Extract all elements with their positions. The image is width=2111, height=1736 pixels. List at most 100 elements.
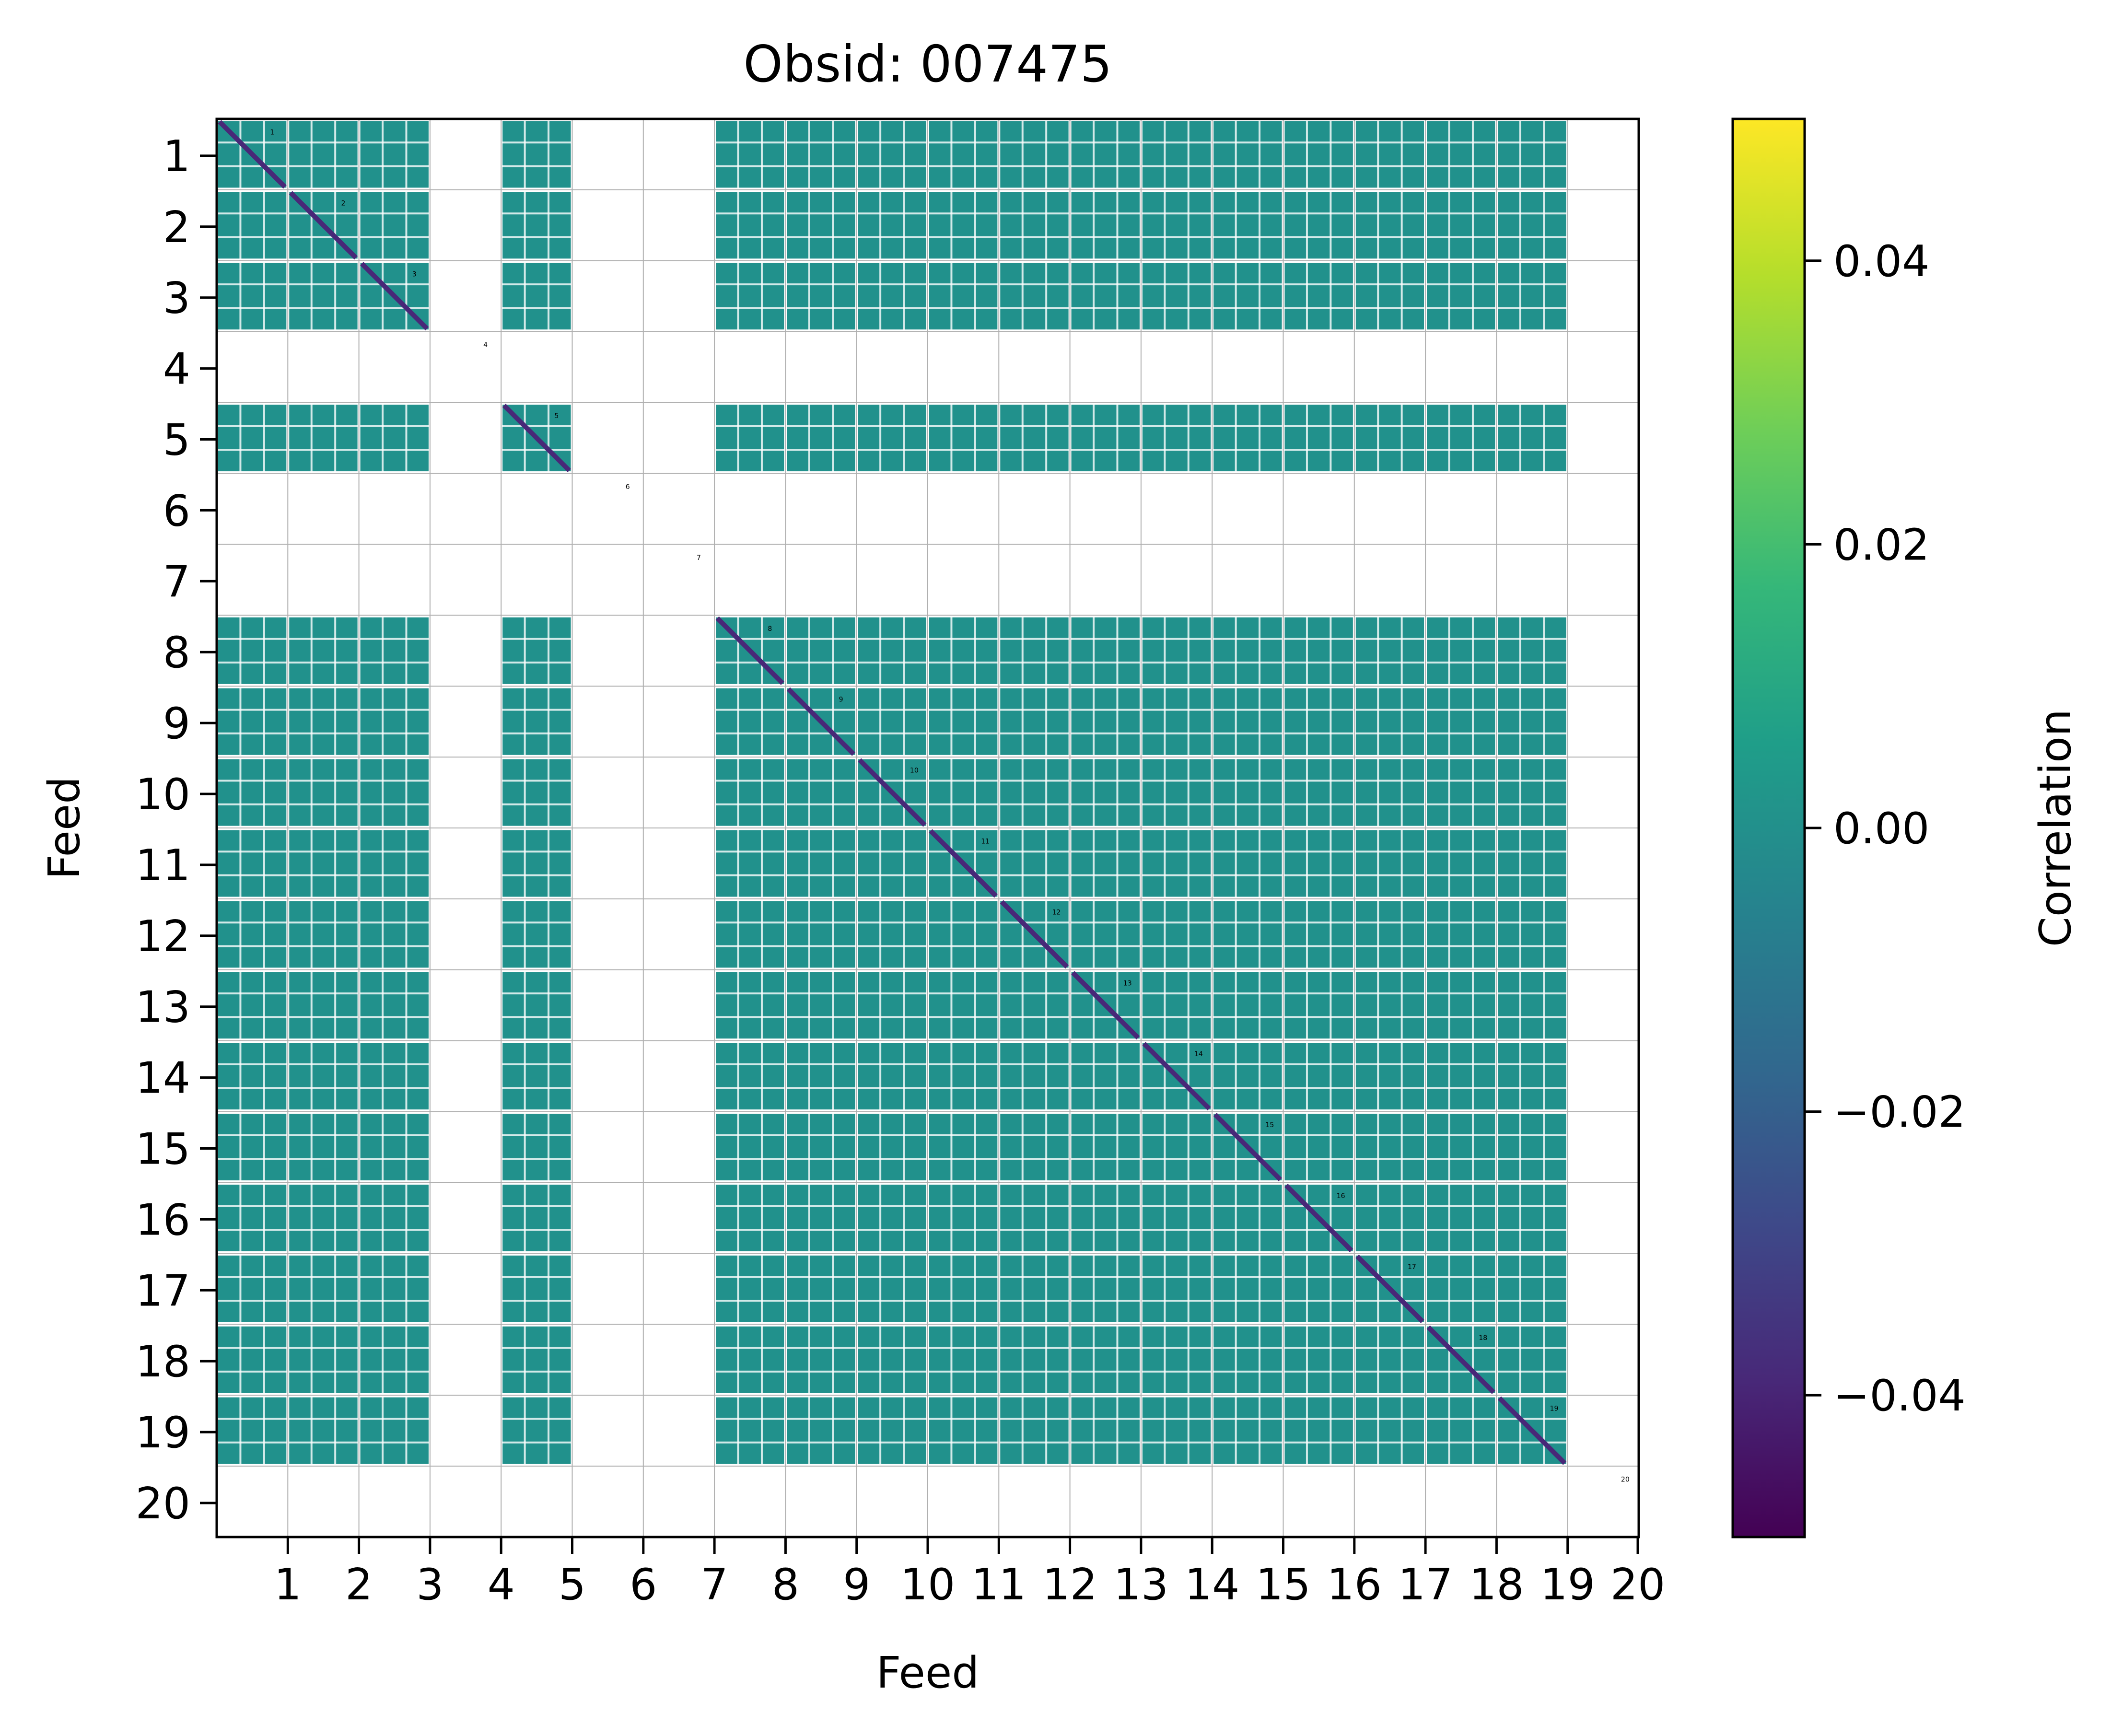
y-tick-label: 13 [135, 982, 190, 1033]
heatmap-cell [502, 1043, 571, 1110]
heatmap-cell [929, 972, 998, 1039]
x-tick-label: 10 [900, 1560, 956, 1610]
diagonal-line [1426, 1325, 1495, 1394]
diagonal-line [715, 616, 784, 685]
heatmap-cell [1000, 759, 1069, 826]
feed-tag-label: 19 [1550, 1405, 1559, 1413]
heatmap-cell [360, 688, 429, 755]
heatmap-cell [1000, 121, 1069, 188]
heatmap-cell [858, 1184, 927, 1251]
y-tick-label: 20 [135, 1479, 190, 1529]
heatmap-cell [1498, 121, 1566, 188]
feed-tag-label: 17 [1408, 1263, 1416, 1271]
x-tick-label: 7 [700, 1560, 728, 1610]
x-tick-label: 19 [1540, 1560, 1595, 1610]
heatmap-cell [858, 1255, 927, 1322]
x-tick-label: 18 [1469, 1560, 1524, 1610]
heatmap-cell [929, 405, 998, 472]
heatmap-cell [1071, 1114, 1140, 1181]
heatmap-cell [289, 1184, 358, 1251]
heatmap-cell [1355, 830, 1424, 897]
heatmap-cell [787, 1397, 855, 1464]
heatmap-cell [1142, 1114, 1211, 1181]
heatmap-cell [787, 830, 855, 897]
heatmap-cell [1284, 1397, 1353, 1464]
x-axis-label: Feed [876, 1648, 980, 1698]
heatmap-cell [1071, 759, 1140, 826]
heatmap-cell [858, 972, 927, 1039]
heatmap-cell [1000, 830, 1069, 897]
heatmap-cell [502, 263, 571, 330]
heatmap-cell [1071, 192, 1140, 259]
heatmap-cell [502, 759, 571, 826]
x-tick-label: 5 [559, 1560, 586, 1610]
heatmap-cell [1284, 830, 1353, 897]
heatmap-cell [716, 121, 784, 188]
heatmap-cell [1498, 617, 1566, 684]
heatmap-cell [787, 121, 855, 188]
heatmap-cell [289, 830, 358, 897]
feed-tag-label: 12 [1052, 909, 1061, 916]
heatmap-cell [289, 759, 358, 826]
heatmap-cell [1498, 405, 1566, 472]
heatmap-cell [716, 405, 784, 472]
diagonal-line [289, 191, 358, 260]
heatmap-cell [1498, 1043, 1566, 1110]
feed-tag-label: 3 [412, 270, 417, 278]
y-tick-label: 14 [135, 1053, 190, 1104]
heatmap-cell [218, 405, 287, 472]
heatmap-cell [289, 901, 358, 968]
heatmap-cell [1284, 617, 1353, 684]
y-tick-label: 11 [135, 840, 190, 891]
heatmap-cell [1213, 1397, 1282, 1464]
heatmap-cell [502, 1114, 571, 1181]
colorbar-label: Correlation [2030, 709, 2081, 947]
heatmap-cell [360, 1255, 429, 1322]
feed-tag-label: 9 [839, 696, 843, 704]
heatmap-cell [1142, 263, 1211, 330]
heatmap-cell [716, 972, 784, 1039]
x-tick-label: 2 [345, 1560, 373, 1610]
heatmap-cell [929, 1326, 998, 1393]
heatmap-cell [1427, 1184, 1495, 1251]
heatmap-cell [716, 759, 784, 826]
feed-tag-label: 13 [1123, 979, 1132, 987]
heatmap-cell [858, 901, 927, 968]
diagonal-line [218, 120, 287, 189]
y-tick-label: 6 [163, 486, 190, 536]
heatmap-cell [787, 901, 855, 968]
heatmap-cell [1142, 901, 1211, 968]
heatmap-cell [929, 1255, 998, 1322]
heatmap-cell [1000, 1255, 1069, 1322]
feed-tag-label: 8 [768, 625, 772, 633]
heatmap-cell [1427, 1043, 1495, 1110]
heatmap-cell [1213, 617, 1282, 684]
heatmap-cell [1498, 688, 1566, 755]
heatmap-cell [218, 830, 287, 897]
heatmap-cell [1000, 1114, 1069, 1181]
heatmap-cell [716, 1114, 784, 1181]
heatmap-cell [1427, 1114, 1495, 1181]
feed-tag-label: 6 [626, 483, 630, 491]
heatmap-cell [787, 405, 855, 472]
heatmap-cell [218, 1326, 287, 1393]
heatmap-cell [1355, 405, 1424, 472]
x-tick-label: 8 [772, 1560, 799, 1610]
heatmap-cell [1142, 192, 1211, 259]
heatmap-cell [1498, 263, 1566, 330]
heatmap-cell [1071, 1397, 1140, 1464]
heatmap-cell [1213, 405, 1282, 472]
heatmap-cell [1498, 759, 1566, 826]
heatmap-cell [929, 121, 998, 188]
heatmap-cell [929, 759, 998, 826]
feed-tag-label: 20 [1621, 1476, 1630, 1484]
x-tick-label: 3 [416, 1560, 443, 1610]
heatmap-cell [929, 192, 998, 259]
feed-tag-label: 11 [981, 838, 990, 846]
heatmap-cell [1284, 759, 1353, 826]
feed-tag-label: 18 [1479, 1334, 1487, 1342]
heatmap-cell [1213, 1255, 1282, 1322]
x-tick-label: 13 [1114, 1560, 1169, 1610]
feed-tag-label: 1 [270, 129, 274, 137]
